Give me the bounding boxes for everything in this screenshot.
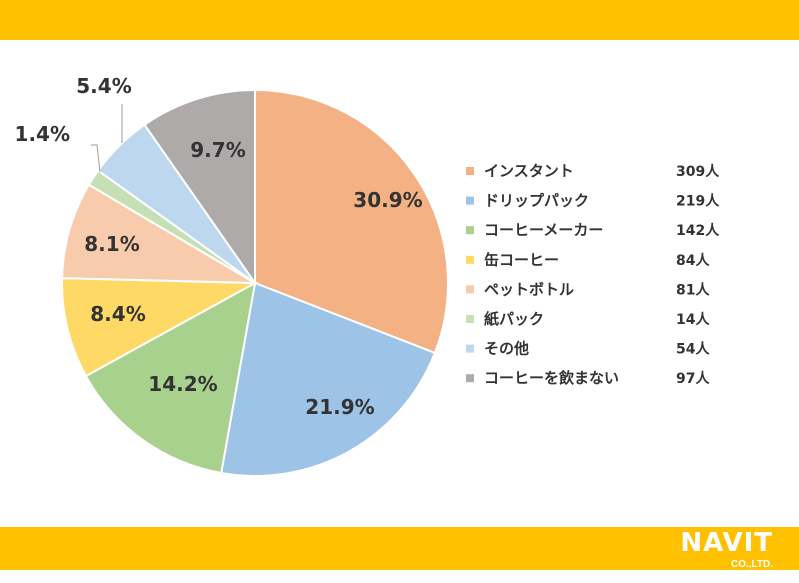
legend-item: ペットボトル 81人: [466, 280, 710, 298]
legend-label: 缶コーヒー: [484, 251, 559, 269]
pie-slice: [143, 88, 256, 287]
legend-value: 97人: [676, 370, 710, 387]
percent-label: 30.9%: [353, 188, 422, 212]
legend-item: コーヒーを飲まない 97人: [466, 369, 710, 387]
legend-swatch: [466, 315, 474, 323]
legend-label: インスタント: [484, 162, 574, 180]
legend-value: 54人: [676, 341, 710, 358]
legend-item: 紙パック 14人: [466, 310, 710, 328]
legend-label: コーヒーメーカー: [484, 221, 603, 239]
legend-swatch: [466, 226, 474, 235]
legend-swatch: [466, 167, 474, 175]
legend-label: 紙パック: [484, 310, 544, 328]
legend-item: その他 54人: [466, 340, 710, 358]
percent-label: 5.4%: [76, 74, 131, 98]
logo-company-suffix: CO.,LTD.: [730, 559, 773, 570]
percent-label: 8.4%: [90, 302, 145, 326]
pie-slice: [254, 88, 449, 355]
logo-main-text: NAVIT: [680, 528, 773, 558]
legend-item: 缶コーヒー 84人: [466, 251, 710, 269]
legend-value: 219人: [676, 193, 720, 210]
legend-swatch: [466, 285, 474, 294]
legend-swatch: [466, 374, 474, 383]
pie-chart: 30.9% 21.9% 14.2% 8.4% 8.1% 1.4%5.4% 9.7% インスタン…: [15, 74, 720, 477]
navit-logo: NAVITCO.,LTD. www.navit-j.com: [643, 528, 773, 583]
percent-label: 8.1%: [84, 232, 139, 256]
pie-slice: [220, 281, 437, 477]
legend-value: 309人: [676, 163, 720, 180]
legend-item: インスタント 309人: [466, 162, 720, 180]
percent-label: 21.9%: [305, 395, 374, 419]
legend-item: ドリップパック 219人: [466, 192, 720, 210]
leader-line: [91, 144, 101, 173]
legend-label: その他: [484, 340, 529, 358]
legend-label: ペットボトル: [484, 280, 574, 298]
legend-item: コーヒーメーカー 142人: [466, 221, 720, 239]
legend-value: 81人: [676, 281, 710, 298]
percent-label: 14.2%: [148, 372, 217, 396]
legend-swatch: [466, 255, 474, 264]
percent-label: 1.4%: [15, 122, 70, 146]
legend-value: 142人: [676, 222, 720, 239]
pie-slice: [84, 281, 257, 475]
legend-swatch: [466, 196, 474, 205]
legend-value: 84人: [676, 252, 710, 269]
percent-label: 9.7%: [190, 138, 245, 162]
bottom-brand-bar: [0, 527, 799, 570]
legend-label: ドリップパック: [484, 192, 589, 210]
legend-value: 14人: [676, 311, 710, 328]
legend-swatch: [466, 344, 474, 353]
pie-slice: [61, 277, 259, 378]
top-brand-bar: [0, 0, 799, 40]
pie-slice: [61, 183, 259, 285]
logo-url: www.navit-j.com: [694, 572, 773, 583]
legend-label: コーヒーを飲まない: [484, 369, 619, 387]
